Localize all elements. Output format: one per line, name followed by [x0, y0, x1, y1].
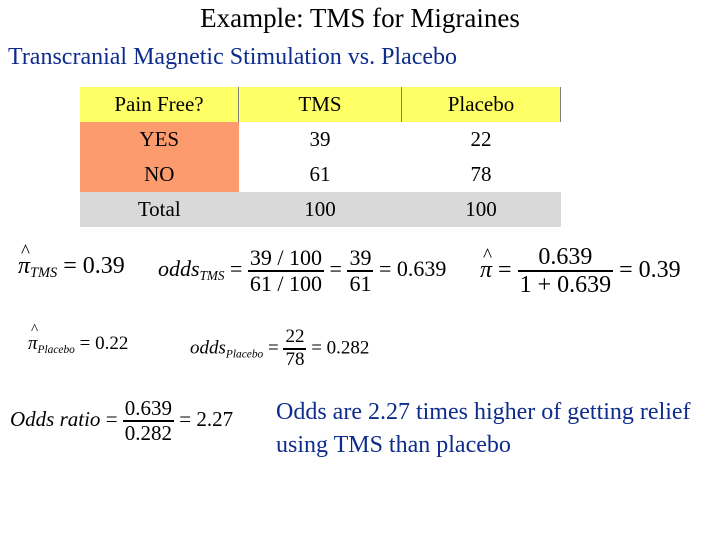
header-placebo: Placebo	[401, 87, 561, 122]
pi-placebo-subscript: Placebo	[37, 344, 75, 356]
odds-tms-num-1: 39 / 100	[247, 245, 325, 273]
odds-ratio-den: 0.282	[124, 421, 173, 446]
odds-tms-result: = 0.639	[378, 256, 447, 282]
pi-back-eq: =	[498, 256, 512, 283]
row-label-no: NO	[80, 157, 239, 192]
cell-yes-placebo: 22	[470, 127, 492, 151]
equation-pi-tms: πTMS = 0.39	[18, 241, 125, 282]
equation-odds-placebo: oddsPlacebo = 22 78 = 0.282	[190, 326, 370, 371]
cell-yes-tms: 39	[309, 127, 331, 151]
pi-hat-symbol-3: π	[28, 321, 38, 355]
row-label-yes: YES	[80, 122, 239, 157]
equation-odds-tms: oddsTMS = 39 / 100 61 / 100 = 39 61 = 0.…	[158, 245, 447, 297]
pi-hat-symbol-2: π	[480, 245, 492, 284]
odds-ratio-eq: =	[105, 406, 118, 431]
odds-placebo-result: = 0.282	[311, 337, 370, 359]
equation-pi-placebo: πPlacebo = 0.22	[28, 321, 129, 356]
odds-placebo-fraction: 22 78	[283, 326, 307, 371]
contingency-table: Pain Free? TMS Placebo YES 39 22 NO 61 7…	[80, 87, 561, 227]
header-pain-free: Pain Free?	[80, 87, 239, 122]
table-row: NO 61 78	[80, 157, 561, 192]
odds-placebo-eq: =	[267, 337, 279, 359]
table-row: Total 100 100	[80, 192, 561, 227]
pi-hat-symbol: π	[18, 241, 30, 280]
odds-ratio-num: 0.639	[122, 396, 175, 423]
odds-placebo-label: odds	[190, 337, 226, 359]
odds-tms-label: odds	[158, 256, 200, 282]
odds-ratio-label: Odds ratio	[10, 406, 101, 431]
odds-tms-fraction-2: 39 61	[347, 245, 374, 297]
odds-tms-subscript: TMS	[199, 268, 225, 284]
odds-placebo-num: 22	[283, 326, 307, 350]
pi-tms-value: = 0.39	[63, 253, 125, 279]
odds-tms-eq-2: =	[329, 256, 342, 282]
cell-no-tms: 61	[309, 162, 331, 186]
odds-tms-eq: =	[229, 256, 243, 282]
odds-tms-den-2: 61	[349, 271, 372, 297]
pi-back-fraction: 0.639 1 + 0.639	[517, 244, 614, 299]
pi-back-result: = 0.39	[619, 256, 681, 283]
row-label-total: Total	[80, 192, 239, 227]
cell-no-placebo: 78	[470, 162, 492, 186]
header-tms: TMS	[238, 87, 402, 122]
slide-subtitle: Transcranial Magnetic Stimulation vs. Pl…	[8, 44, 458, 70]
odds-tms-num-2: 39	[347, 245, 374, 273]
pi-back-den: 1 + 0.639	[519, 272, 612, 299]
cell-total-tms: 100	[238, 192, 402, 227]
odds-ratio-fraction: 0.639 0.282	[122, 396, 175, 446]
pi-tms-subscript: TMS	[30, 265, 58, 281]
odds-tms-fraction-1: 39 / 100 61 / 100	[247, 245, 325, 297]
odds-placebo-den: 78	[285, 348, 305, 370]
odds-ratio-result: = 2.27	[179, 406, 234, 431]
pi-back-num: 0.639	[517, 244, 614, 273]
equation-pi-backcalc: π = 0.639 1 + 0.639 = 0.39	[480, 244, 681, 299]
conclusion-text: Odds are 2.27 times higher of getting re…	[276, 399, 691, 458]
odds-tms-den-1: 61 / 100	[249, 271, 323, 297]
table-row: YES 39 22	[80, 122, 561, 157]
equation-odds-ratio: Odds ratio = 0.639 0.282 = 2.27	[10, 396, 234, 446]
odds-placebo-subscript: Placebo	[225, 348, 264, 361]
pi-placebo-value: = 0.22	[79, 333, 129, 354]
cell-total-placebo: 100	[401, 192, 561, 227]
table-header-row: Pain Free? TMS Placebo	[80, 87, 561, 122]
slide-title: Example: TMS for Migraines	[200, 3, 520, 33]
